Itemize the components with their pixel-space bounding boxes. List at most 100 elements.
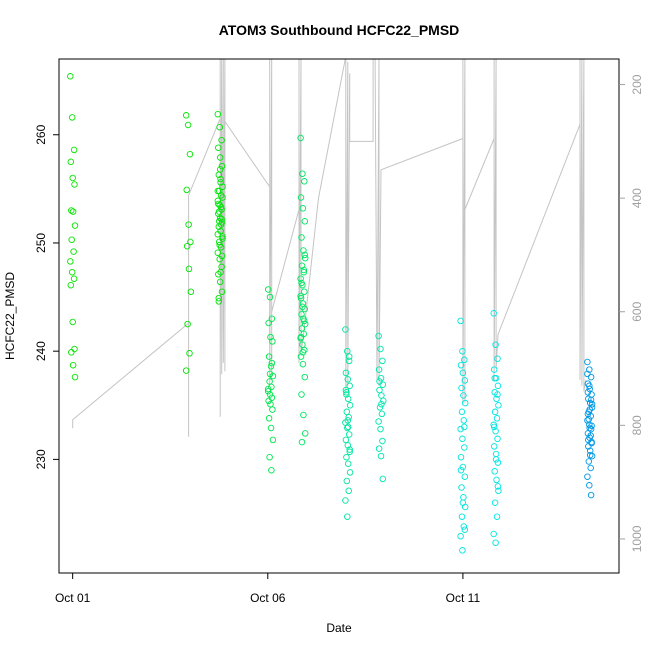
data-point	[186, 350, 193, 357]
data-point	[459, 369, 467, 377]
data-point	[183, 186, 190, 194]
data-point	[375, 332, 382, 340]
data-point	[375, 366, 383, 373]
data-point	[301, 317, 308, 325]
data-point	[301, 178, 308, 185]
data-point	[215, 208, 223, 215]
data-point	[217, 175, 224, 183]
data-point	[586, 451, 594, 459]
data-point	[344, 423, 352, 431]
data-point	[70, 248, 77, 255]
data-point	[216, 255, 223, 263]
data-point	[459, 499, 467, 506]
data-point	[460, 494, 467, 501]
data-point	[67, 258, 74, 265]
data-point	[182, 367, 190, 374]
data-point	[300, 266, 308, 274]
data-point	[584, 417, 591, 424]
data-point	[300, 411, 307, 419]
data-point	[587, 425, 595, 433]
data-point	[301, 373, 309, 381]
data-point	[297, 134, 304, 142]
data-point	[268, 315, 276, 322]
x-tick-label: Oct 01	[55, 591, 91, 605]
data-point	[342, 436, 350, 444]
data-point	[214, 197, 222, 205]
data-point	[490, 423, 498, 431]
data-point	[378, 400, 385, 408]
data-point	[297, 333, 305, 341]
data-point	[461, 526, 469, 533]
data-point	[345, 431, 353, 438]
data-point	[184, 320, 191, 328]
data-point	[269, 406, 276, 413]
data-point	[586, 424, 593, 432]
data-point	[492, 456, 500, 463]
data-point	[268, 359, 276, 367]
data-point	[265, 397, 272, 405]
data-point	[376, 378, 383, 385]
data-point	[346, 402, 354, 409]
data-point	[342, 497, 349, 504]
data-point	[379, 381, 387, 388]
data-point	[585, 458, 593, 465]
data-point	[457, 466, 465, 474]
data-point	[300, 268, 308, 276]
data-point	[216, 278, 224, 286]
y-tick-label: 260	[34, 124, 48, 144]
data-point	[492, 539, 499, 546]
data-point	[345, 357, 353, 365]
data-point	[345, 487, 352, 495]
data-point	[216, 154, 224, 161]
data-point	[219, 235, 226, 242]
data-point	[342, 369, 350, 377]
data-point	[584, 473, 591, 480]
data-point	[586, 482, 593, 489]
data-point	[493, 395, 500, 403]
data-point	[588, 422, 595, 430]
data-point	[343, 408, 351, 416]
data-point	[377, 374, 385, 382]
data-point	[457, 317, 464, 325]
data-point	[346, 448, 353, 456]
data-point	[461, 399, 469, 407]
y-tick-label: 240	[34, 341, 48, 361]
data-point	[377, 452, 385, 460]
data-point	[457, 425, 464, 433]
data-point	[494, 459, 502, 466]
data-point	[185, 265, 193, 273]
data-point	[587, 464, 594, 472]
data-point	[187, 238, 194, 246]
data-point	[216, 214, 224, 222]
data-point	[68, 268, 76, 276]
data-point	[379, 437, 386, 445]
y-axis: 230 240 250 260	[34, 124, 59, 469]
plot-frame	[58, 58, 620, 574]
data-point	[71, 345, 78, 353]
data-point	[69, 361, 77, 369]
data-point	[267, 400, 274, 408]
data-point	[297, 353, 305, 360]
data-point	[299, 205, 307, 212]
data-point	[70, 275, 78, 282]
data-point	[375, 445, 383, 452]
data-point	[344, 460, 352, 467]
data-point	[269, 338, 276, 345]
data-point	[494, 435, 501, 443]
data-point	[344, 424, 351, 432]
data-point	[494, 382, 502, 390]
data-point	[266, 453, 273, 461]
data-point	[493, 415, 501, 422]
data-point	[216, 123, 223, 131]
data-point	[219, 183, 226, 190]
data-point	[584, 410, 592, 418]
data-point	[461, 377, 469, 384]
data-point	[587, 373, 595, 381]
pressure-trace	[72, 59, 587, 437]
data-point	[268, 383, 275, 391]
data-point	[344, 395, 352, 403]
data-point	[215, 144, 222, 151]
data-point	[68, 114, 76, 121]
data-point	[299, 349, 307, 356]
data-point	[298, 438, 306, 446]
